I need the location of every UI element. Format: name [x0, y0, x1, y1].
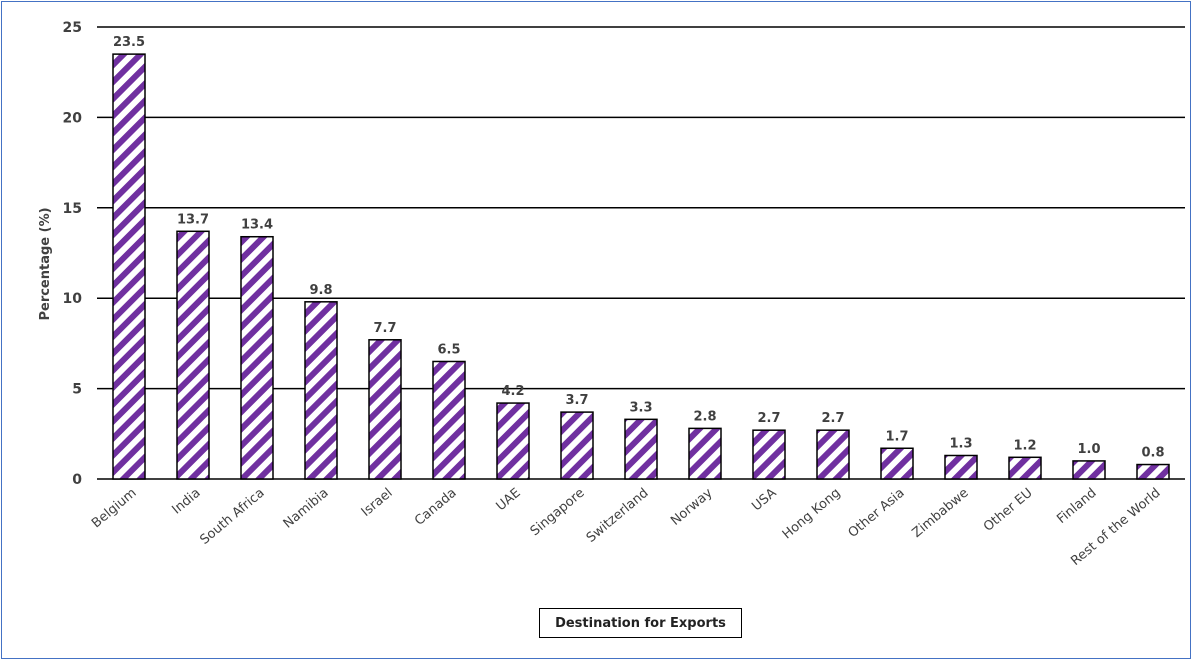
data-label: 2.8: [693, 409, 716, 424]
data-label: 1.2: [1013, 438, 1036, 453]
bar: [240, 235, 274, 480]
x-tick-label: South Africa: [197, 486, 267, 548]
bar: [304, 301, 338, 480]
bar: [496, 402, 530, 480]
data-label: 23.5: [113, 35, 145, 50]
bar-chart: 0 5 10 15 20 25 23.5 13.7 13.4 9.8 7.7 6.5 4.2 3.7 3.…: [38, 20, 1185, 569]
x-tick-label: Norway: [668, 485, 716, 528]
x-tick-label: Israel: [359, 486, 396, 520]
data-label: 13.4: [241, 218, 273, 233]
y-tick-label: 0: [72, 472, 82, 488]
x-tick-label: Zimbabwe: [910, 486, 972, 541]
y-tick-label: 10: [63, 291, 83, 307]
x-tick-label: UAE: [494, 486, 524, 515]
y-tick-label: 5: [72, 382, 82, 398]
x-tick-label: Belgium: [89, 486, 139, 532]
data-label: 7.7: [373, 321, 396, 336]
data-label: 1.3: [949, 436, 972, 451]
data-label: 4.2: [501, 384, 524, 399]
data-label: 9.8: [309, 283, 332, 298]
bar: [816, 429, 850, 480]
x-tick-label: India: [169, 486, 203, 518]
bar: [1008, 456, 1042, 480]
x-tick-label: USA: [749, 486, 779, 515]
bar: [624, 418, 658, 480]
x-tick-label: Canada: [412, 486, 460, 529]
bar: [560, 411, 594, 480]
bar: [432, 360, 466, 480]
bar: [112, 53, 146, 480]
y-tick-label: 15: [63, 201, 82, 217]
y-tick-labels: 0 5 10 15 20 25: [63, 20, 83, 488]
bar: [1072, 460, 1106, 480]
bar: [688, 427, 722, 480]
x-tick-label: Other EU: [981, 486, 1036, 535]
data-label: 1.0: [1077, 442, 1100, 457]
data-label: 2.7: [757, 411, 780, 426]
y-axis-label: Percentage (%): [38, 207, 53, 320]
bar: [176, 230, 210, 480]
data-label: 13.7: [177, 212, 209, 227]
data-label: 3.7: [565, 393, 588, 408]
x-tick-label: Singapore: [528, 486, 588, 540]
x-tick-label: Hong Kong: [780, 486, 844, 543]
data-label: 3.3: [629, 400, 652, 415]
data-labels: 23.5 13.7 13.4 9.8 7.7 6.5 4.2 3.7 3.3 2.8 2.7 2.7 1…: [113, 35, 1165, 460]
x-axis-label: Destination for Exports: [539, 608, 742, 638]
gridlines: [97, 26, 1185, 480]
bar: [944, 454, 978, 480]
data-label: 2.7: [821, 411, 844, 426]
data-label: 6.5: [437, 342, 460, 357]
bar: [880, 447, 914, 480]
y-tick-label: 25: [63, 20, 82, 36]
x-tick-label: Finland: [1054, 486, 1099, 527]
bar: [368, 339, 402, 480]
x-tick-label: Namibia: [281, 486, 332, 532]
bar: [1136, 463, 1170, 480]
bars: [112, 53, 1170, 480]
data-label: 0.8: [1141, 446, 1164, 461]
y-tick-label: 20: [63, 110, 83, 126]
data-label: 1.7: [885, 429, 908, 444]
x-tick-label: Switzerland: [584, 486, 652, 546]
x-tick-label: Other Asia: [846, 486, 908, 541]
bar: [752, 429, 786, 480]
